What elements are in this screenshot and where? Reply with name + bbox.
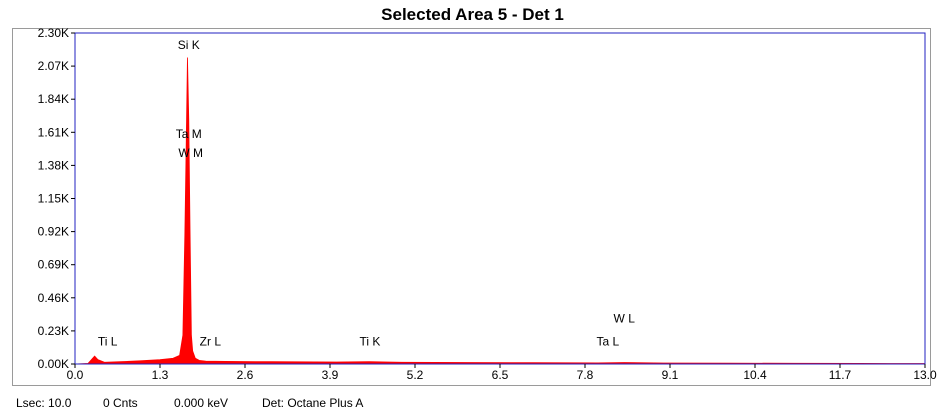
x-tick-label: 7.8 [577,368,594,382]
x-tick-label: 2.6 [237,368,254,382]
y-tick-label: 1.61K [38,125,69,139]
y-tick-label: 0.23K [38,324,69,338]
chart-frame [12,28,931,386]
y-tick-label: 0.00K [38,357,69,371]
x-tick-label: 13.0 [913,368,937,382]
peak-label: Ta M [176,127,202,141]
peak-label: Ti K [359,334,380,348]
peak-label: Zr L [200,334,222,348]
status-energy: 0.000 keV [174,396,229,410]
peak-label: Ta L [597,334,620,348]
peak-label: Si K [178,38,200,52]
y-tick-label: 2.30K [38,26,69,40]
x-tick-label: 5.2 [407,368,424,382]
y-tick-label: 0.69K [38,258,69,272]
status-detector: Det: Octane Plus A [262,396,364,410]
peak-label: W M [178,146,203,160]
y-tick-label: 0.46K [38,291,69,305]
spectrum-series-0 [74,57,926,365]
x-tick-label: 9.1 [662,368,679,382]
annotations-layer: Si K Ta M W M Ti L Zr L Ti K W L Ta L [98,38,635,348]
peak-label: W L [614,311,636,325]
x-tick-label: 10.4 [743,368,767,382]
spectrum-layer [74,57,926,365]
y-tick-label: 0.92K [38,225,69,239]
status-counts: 0 Cnts [103,396,138,410]
y-tick-label: 2.07K [38,59,69,73]
peak-label: Ti L [98,334,118,348]
axes-layer: 0.00K 0.23K 0.46K 0.69K 0.92K 1.15K 1.38K 1.61K… [38,26,937,382]
plot-border [74,32,926,365]
x-tick-label: 1.3 [152,368,169,382]
x-tick-label: 3.9 [322,368,339,382]
chart-title: Selected Area 5 - Det 1 [381,5,564,24]
x-tick-label: 6.5 [492,368,509,382]
y-tick-label: 1.84K [38,92,69,106]
y-tick-label: 1.15K [38,192,69,206]
x-tick-label: 0.0 [67,368,84,382]
x-tick-label: 11.7 [829,368,852,382]
y-tick-label: 1.38K [38,158,69,172]
status-live-seconds: Lsec: 10.0 [16,396,72,410]
